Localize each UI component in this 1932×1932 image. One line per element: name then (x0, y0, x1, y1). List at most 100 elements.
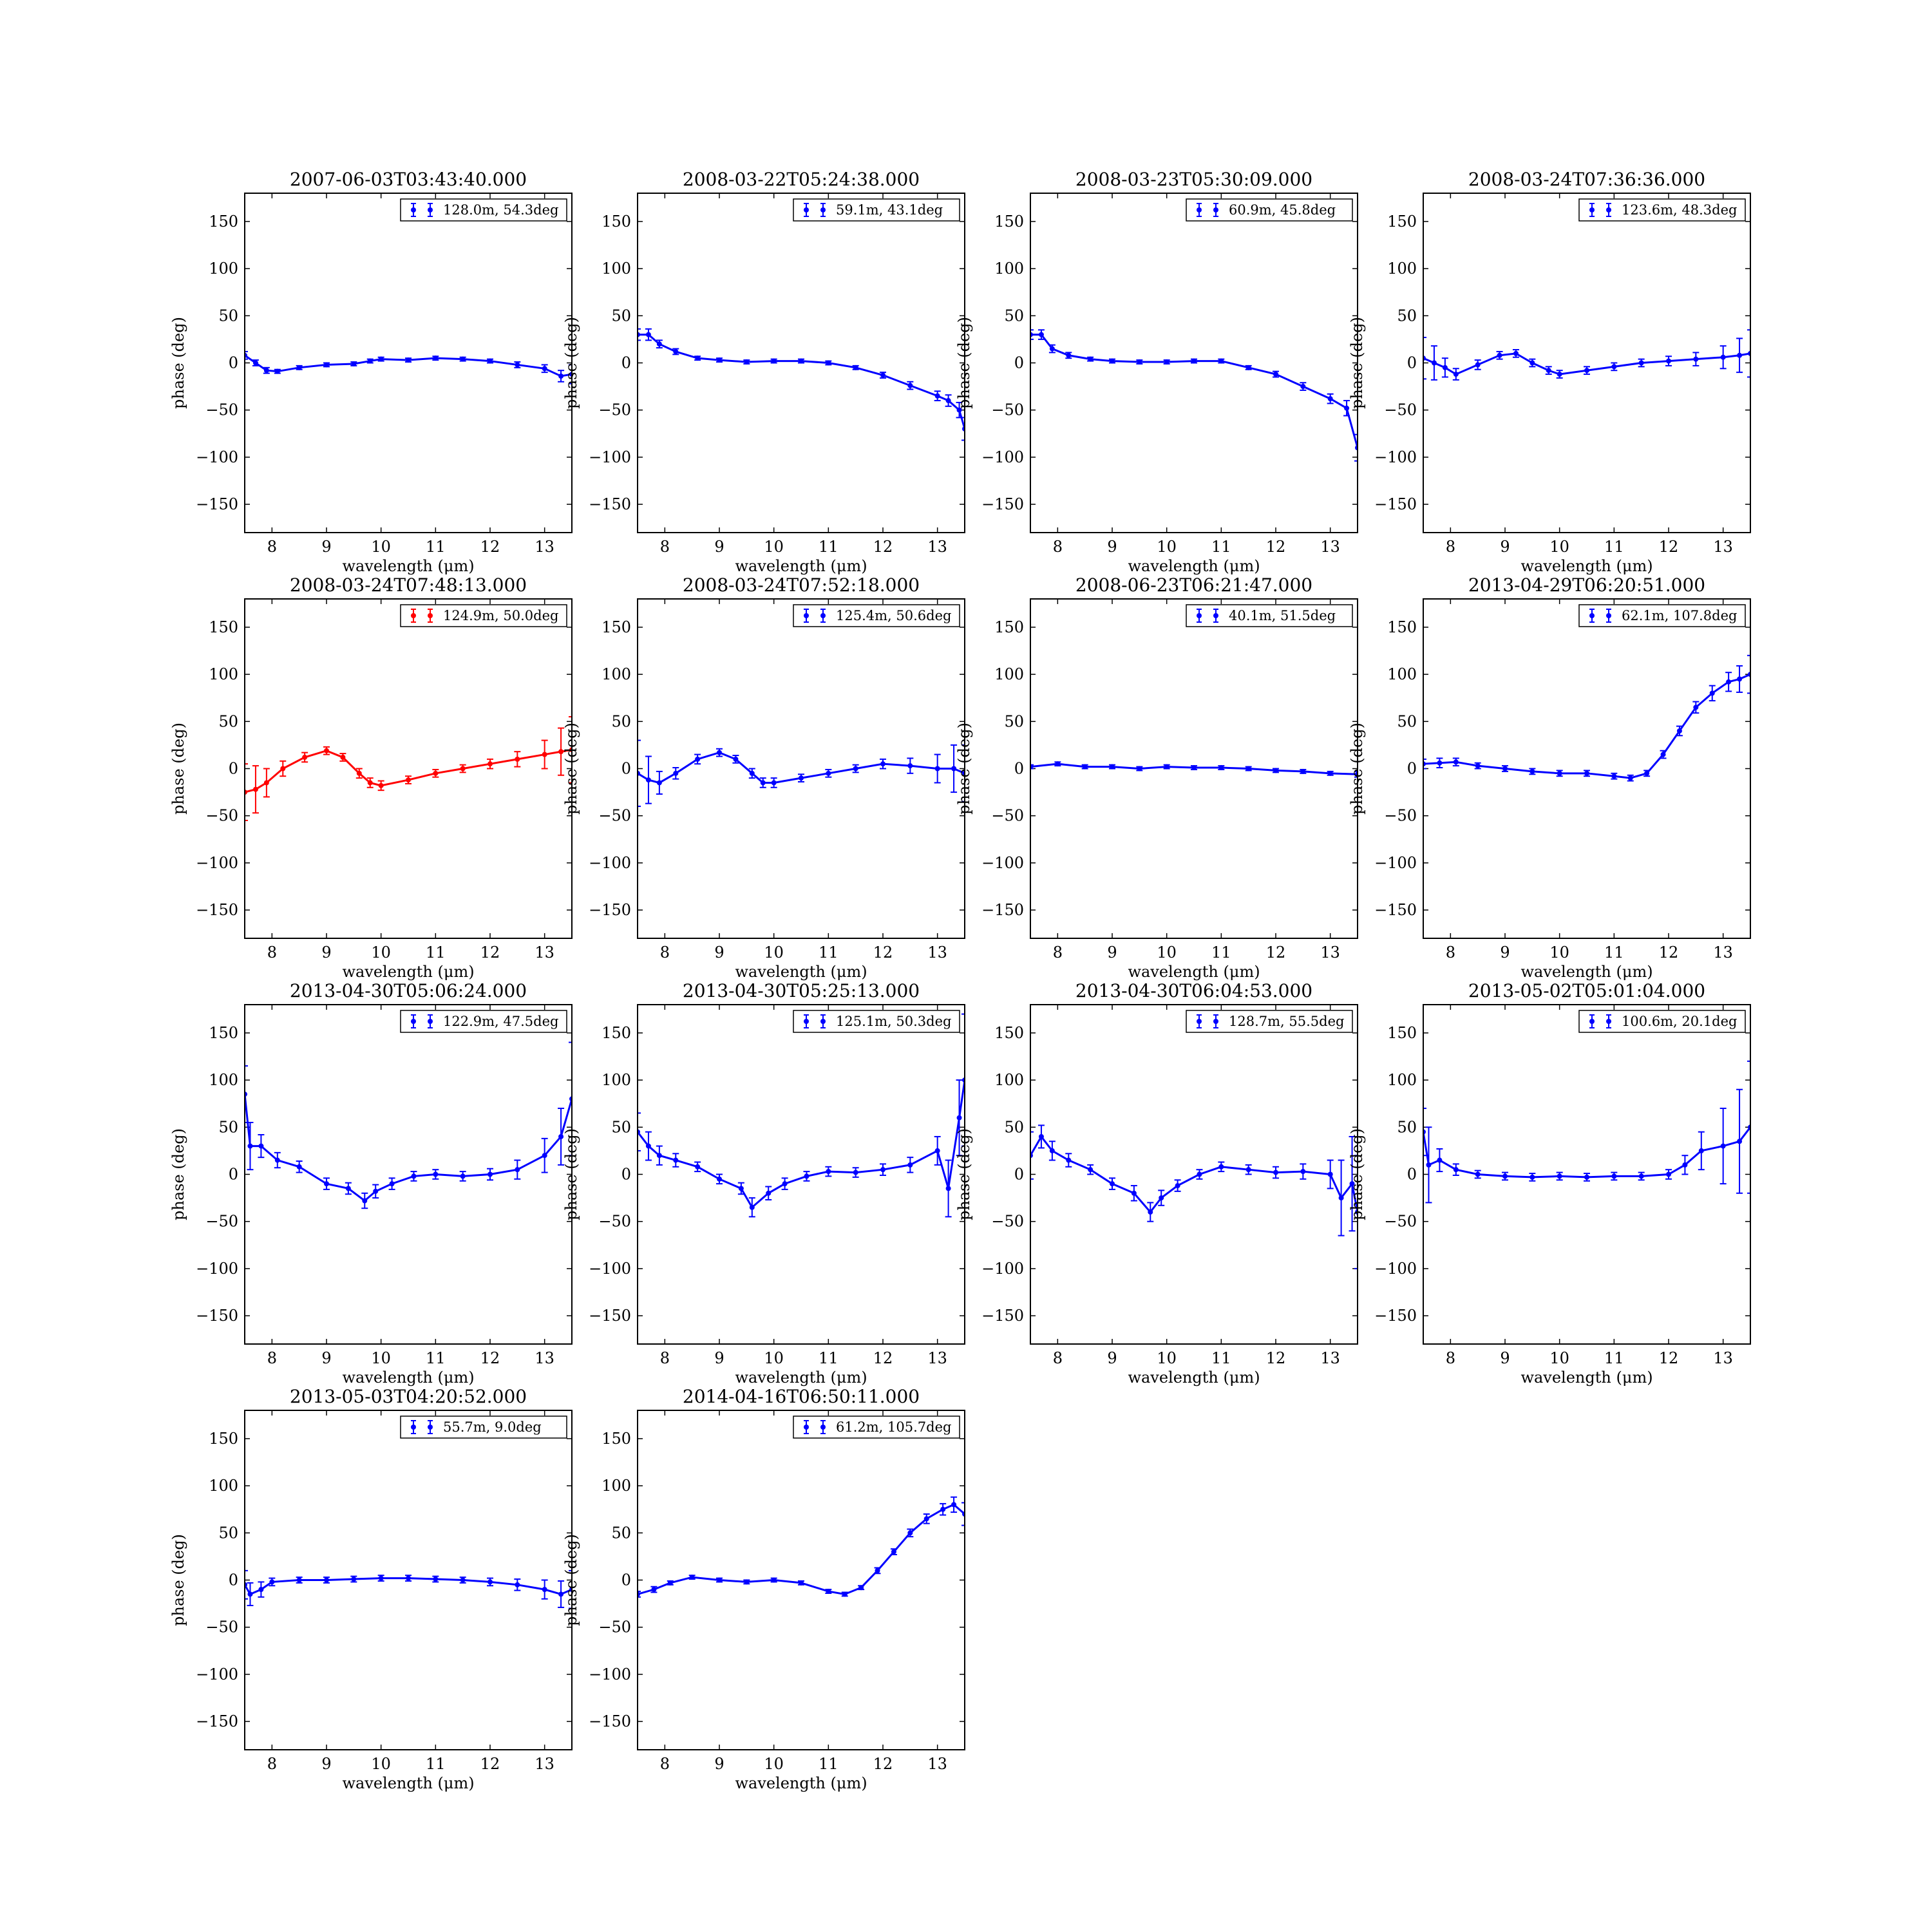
x-axis-label: wavelength (μm) (1128, 1368, 1260, 1387)
y-tick-label: 0 (229, 1571, 238, 1589)
y-tick-label: 50 (1004, 307, 1024, 325)
legend-marker-icon (1213, 207, 1218, 213)
data-series (1423, 329, 1750, 381)
y-tick-label: −100 (1374, 1260, 1417, 1278)
x-tick-label: 13 (1320, 538, 1340, 556)
plot-frame (637, 1410, 965, 1750)
data-series (638, 1496, 965, 1598)
legend-marker-icon (411, 1019, 416, 1024)
legend-marker-icon (411, 613, 416, 618)
y-tick-label: 150 (601, 1024, 631, 1042)
y-tick-label: 150 (1387, 618, 1417, 636)
x-tick-label: 13 (535, 538, 554, 556)
x-tick-label: 10 (371, 943, 391, 961)
subplot: 2008-03-24T07:48:13.000 8 9 10 11 12 13 −150 −10… (169, 574, 573, 981)
y-tick-label: 50 (1397, 1118, 1417, 1136)
y-tick-label: 50 (611, 307, 631, 325)
y-tick-label: −150 (1374, 1307, 1417, 1325)
legend-marker-icon (820, 1425, 826, 1430)
data-series (245, 715, 572, 822)
y-tick-label: −150 (589, 1712, 631, 1730)
legend-marker-icon (820, 1019, 826, 1024)
y-tick-label: 50 (611, 1524, 631, 1542)
data-series (638, 328, 965, 441)
y-axis-label: phase (deg) (169, 723, 187, 815)
y-tick-label: 100 (1387, 665, 1417, 683)
plot-frame (637, 193, 965, 533)
x-tick-label: 10 (1549, 538, 1569, 556)
x-axis-label: wavelength (μm) (342, 1774, 474, 1792)
y-tick-label: −100 (1374, 448, 1417, 466)
x-tick-label: 8 (1053, 943, 1063, 961)
y-tick-label: 150 (209, 213, 238, 231)
legend-label: 124.9m, 50.0deg (443, 608, 558, 623)
series-line (1423, 352, 1750, 375)
data-series (638, 739, 965, 808)
subplot: 2013-04-30T06:04:53.000 8 9 10 11 12 13 −150 −10… (955, 980, 1358, 1387)
legend-label: 59.1m, 43.1deg (836, 202, 943, 218)
y-tick-label: 100 (1387, 260, 1417, 278)
y-tick-label: −100 (196, 854, 238, 872)
data-series (638, 1013, 965, 1218)
x-tick-label: 8 (267, 1349, 277, 1367)
subplot-title: 2013-05-02T05:01:04.000 (1468, 980, 1705, 1001)
subplot-title: 2013-05-03T04:20:52.000 (290, 1386, 527, 1407)
y-tick-label: −50 (991, 401, 1024, 419)
x-tick-label: 12 (1659, 1349, 1679, 1367)
subplot: 2008-03-22T05:24:38.000 8 9 10 11 12 13 −150 −10… (562, 169, 965, 575)
x-tick-label: 9 (1107, 1349, 1117, 1367)
legend-marker-icon (1213, 1019, 1218, 1024)
data-series (245, 1569, 572, 1609)
plot-frame (244, 1410, 573, 1750)
y-tick-label: −150 (1374, 495, 1417, 513)
legend-marker-icon (1606, 207, 1611, 213)
x-tick-label: 8 (1053, 538, 1063, 556)
series-line (245, 1577, 572, 1596)
x-tick-label: 8 (1446, 1349, 1455, 1367)
x-tick-label: 12 (480, 1755, 500, 1773)
y-tick-label: 150 (209, 1024, 238, 1042)
legend-marker-icon (1589, 1019, 1595, 1024)
y-tick-label: −50 (205, 1618, 238, 1636)
y-axis-label: phase (deg) (1348, 317, 1366, 409)
y-tick-label: 50 (611, 712, 631, 730)
y-tick-label: 0 (621, 1166, 631, 1184)
y-tick-label: −50 (598, 401, 631, 419)
x-tick-label: 11 (1604, 943, 1624, 961)
x-tick-label: 10 (764, 1755, 784, 1773)
x-tick-label: 12 (1659, 943, 1679, 961)
legend-marker-icon (804, 207, 809, 213)
subplot-title: 2013-04-29T06:20:51.000 (1468, 574, 1705, 596)
y-tick-label: 0 (621, 1571, 631, 1589)
data-series (1423, 654, 1750, 782)
x-tick-label: 12 (480, 943, 500, 961)
x-tick-label: 8 (1053, 1349, 1063, 1367)
plot-frame (1030, 598, 1358, 939)
x-tick-label: 8 (660, 943, 670, 961)
legend-marker-icon (1197, 1019, 1202, 1024)
y-tick-label: −150 (196, 901, 238, 919)
y-axis-label: phase (deg) (562, 1128, 580, 1220)
legend-label: 123.6m, 48.3deg (1622, 202, 1737, 218)
y-tick-label: −150 (589, 495, 631, 513)
data-series (1030, 1124, 1358, 1269)
x-tick-label: 12 (1266, 943, 1286, 961)
x-tick-label: 8 (660, 1349, 670, 1367)
x-tick-label: 9 (1500, 538, 1510, 556)
plot-frame (637, 598, 965, 939)
x-tick-label: 9 (714, 1755, 724, 1773)
x-axis-label: wavelength (μm) (735, 1774, 867, 1792)
legend-marker-icon (411, 207, 416, 213)
y-tick-label: −100 (981, 448, 1024, 466)
legend: 60.9m, 45.8deg (1186, 198, 1353, 222)
y-axis-label: phase (deg) (169, 1534, 187, 1626)
x-tick-label: 8 (1446, 538, 1455, 556)
y-tick-label: −150 (1374, 901, 1417, 919)
y-tick-label: −50 (205, 807, 238, 825)
y-tick-label: 50 (218, 1118, 238, 1136)
legend-marker-icon (411, 1425, 416, 1430)
x-tick-label: 13 (927, 943, 947, 961)
x-tick-label: 8 (267, 538, 277, 556)
y-tick-label: 0 (1407, 1166, 1417, 1184)
y-tick-label: 100 (601, 1071, 631, 1089)
